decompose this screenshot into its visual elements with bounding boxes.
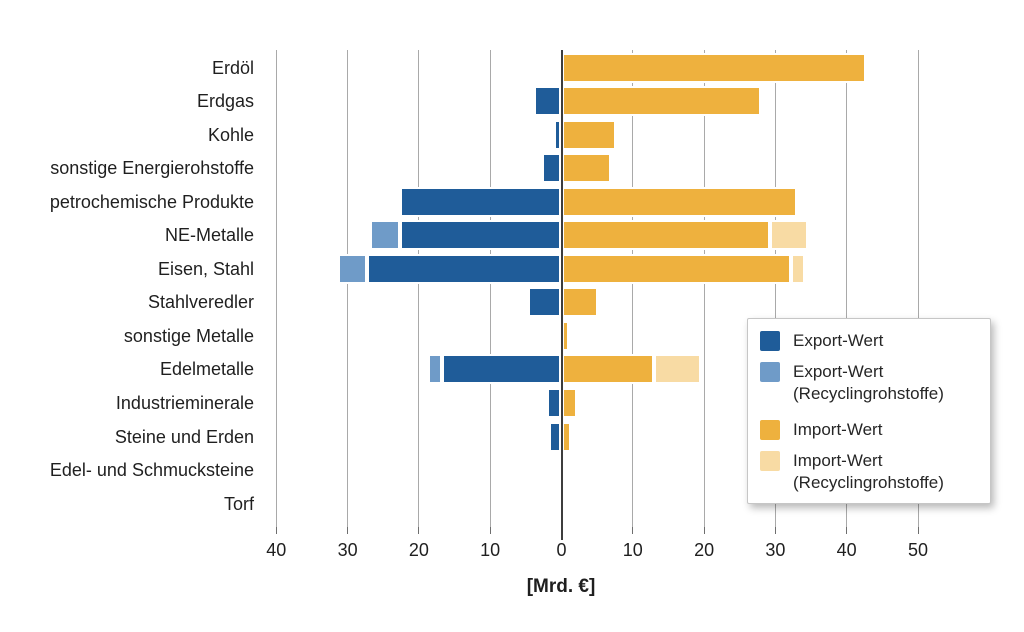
category-label: Erdgas — [196, 91, 254, 112]
tick-label: 30 — [765, 540, 786, 560]
legend-label: Import-Wert — [793, 451, 883, 470]
bar-import — [561, 186, 797, 217]
gridline — [418, 50, 420, 527]
bar-import — [561, 86, 762, 117]
bar-import — [561, 354, 655, 385]
tick-label: 50 — [907, 540, 929, 560]
bar-import — [561, 388, 578, 418]
bar-import — [561, 253, 792, 284]
bar-export — [541, 153, 562, 184]
bar-export-recycling — [337, 253, 367, 284]
category-label: sonstige Metalle — [123, 325, 254, 346]
bar-import — [561, 119, 617, 150]
bar-export-recycling — [370, 220, 401, 251]
axis-tick — [347, 527, 349, 534]
zero-axis-line — [560, 50, 563, 540]
bar-import — [561, 220, 770, 251]
legend-swatch-import-recycling — [760, 451, 780, 471]
axis-tick — [489, 527, 491, 534]
axis-tick — [275, 527, 277, 534]
gridline — [632, 50, 634, 527]
category-label: petrochemische Produkte — [49, 191, 254, 212]
bar-export — [557, 455, 562, 486]
gridline — [489, 50, 491, 527]
bar-import-recycling — [654, 354, 701, 385]
category-label: Kohle — [207, 124, 254, 145]
axis-tick — [917, 527, 919, 534]
bar-export — [400, 220, 562, 251]
legend-sublabel: (Recyclingrohstoffe) — [793, 384, 944, 403]
bar-import — [561, 153, 612, 184]
bar-import — [561, 52, 866, 83]
bar-export-recycling — [428, 354, 443, 385]
bar-export — [400, 186, 562, 217]
legend-swatch-import — [760, 420, 780, 440]
bar-export — [366, 253, 562, 284]
tick-label: 10 — [622, 540, 643, 560]
legend-sublabel: (Recyclingrohstoffe) — [793, 473, 944, 492]
gridline — [275, 50, 277, 527]
category-label: Industrieminerale — [115, 393, 254, 413]
legend-swatch-export-recycling — [760, 362, 780, 382]
legend-swatch-export — [760, 331, 780, 351]
legend-entry-export: Export-Wert — [760, 330, 978, 352]
gridline — [703, 50, 705, 527]
category-label: Erdöl — [211, 57, 254, 78]
bar-import-recycling — [769, 220, 809, 251]
tick-label: 20 — [408, 540, 429, 560]
bar-export-recycling — [523, 287, 528, 318]
category-label: Steine und Erden — [114, 426, 254, 447]
axis-tick — [418, 527, 420, 534]
category-label: Edelmetalle — [159, 359, 254, 380]
bar-import-recycling — [791, 253, 805, 284]
category-label: Eisen, Stahl — [157, 258, 254, 279]
gridline — [917, 50, 919, 527]
category-label: NE-Metalle — [164, 225, 254, 246]
bar-export — [534, 86, 562, 117]
tick-label: 10 — [480, 540, 501, 560]
axis-tick — [632, 527, 634, 534]
gridline — [774, 50, 776, 527]
bar-export — [527, 287, 562, 318]
x-axis-title: [Mrd. €] — [526, 576, 596, 597]
tick-label: 20 — [694, 540, 715, 560]
legend-label: Export-Wert — [793, 362, 884, 381]
bar-import — [561, 421, 571, 452]
tick-label: 0 — [556, 540, 567, 560]
category-label: Edel- und Schmucksteine — [49, 460, 254, 481]
category-label: Torf — [223, 493, 254, 514]
legend-entry-import: Import-Wert — [760, 419, 978, 441]
bar-import-recycling — [597, 287, 602, 318]
bar-export — [547, 388, 562, 418]
bar-import — [561, 320, 569, 351]
gridline — [347, 50, 349, 527]
bar-import — [561, 488, 566, 519]
bar-import — [561, 287, 598, 318]
bar-export — [549, 421, 562, 452]
gridline — [846, 50, 848, 527]
category-label: sonstige Energierohstoffe — [50, 158, 254, 179]
axis-tick — [703, 527, 705, 534]
axis-tick — [846, 527, 848, 534]
legend-entry-export-recycling: Export-Wert (Recyclingrohstoffe) — [760, 361, 978, 405]
tick-label: 40 — [836, 540, 857, 560]
bar-export — [442, 354, 562, 385]
category-label: Stahlveredler — [147, 292, 254, 313]
legend-label: Export-Wert — [793, 331, 884, 350]
bar-export — [554, 119, 562, 150]
legend-label: Import-Wert — [793, 420, 883, 439]
legend-entry-import-recycling: Import-Wert (Recyclingrohstoffe) — [760, 450, 978, 494]
tick-label: 40 — [266, 540, 287, 560]
axis-tick — [774, 527, 776, 534]
legend: Export-Wert Export-Wert (Recyclingrohsto… — [747, 318, 991, 504]
bar-import — [561, 455, 566, 486]
tick-label: 30 — [337, 540, 358, 560]
